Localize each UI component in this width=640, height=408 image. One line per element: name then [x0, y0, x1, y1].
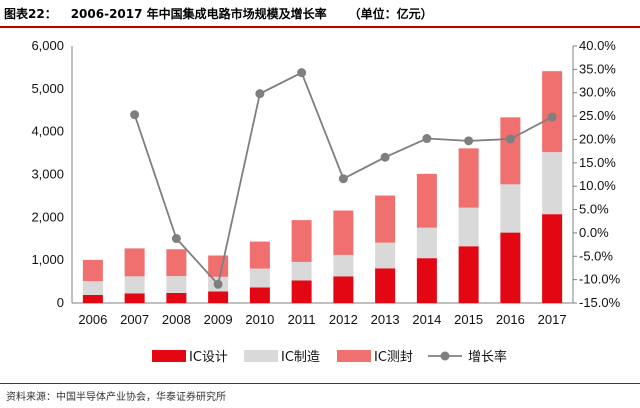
- y-right-tick-label: -10.0%: [579, 272, 621, 287]
- bar-ic-design: [458, 246, 479, 303]
- x-tick-label: 2011: [288, 312, 316, 327]
- bar-ic-manufacturing: [500, 184, 521, 233]
- growth-rate-point: [464, 136, 474, 146]
- legend-ic-design-swatch: [152, 350, 186, 362]
- bar-ic-design: [416, 258, 437, 303]
- x-tick-label: 2013: [371, 312, 400, 327]
- bar-ic-manufacturing: [416, 227, 437, 259]
- bar-ic-design: [291, 280, 312, 303]
- y-left-tick-label: 0: [57, 295, 64, 310]
- bar-ic-design: [208, 291, 229, 303]
- y-right-tick-label: 30.0%: [579, 85, 616, 100]
- bar-ic-design: [166, 292, 187, 303]
- bar-ic-manufacturing: [542, 152, 563, 215]
- bar-ic-manufacturing: [375, 242, 396, 269]
- y-right-tick-label: 10.0%: [579, 178, 616, 193]
- growth-rate-point: [505, 134, 515, 144]
- bar-ic-packaging: [458, 148, 479, 208]
- bar-ic-manufacturing: [249, 268, 270, 288]
- bar-ic-packaging: [124, 248, 145, 277]
- bar-ic-packaging: [82, 259, 103, 282]
- bar-ic-packaging: [291, 220, 312, 262]
- bar-ic-packaging: [249, 241, 270, 269]
- x-tick-label: 2017: [538, 312, 567, 327]
- x-tick-label: 2010: [245, 312, 274, 327]
- footer-rule: [0, 383, 640, 384]
- growth-rate-point: [255, 89, 265, 99]
- figure-label: 图表22：: [4, 6, 57, 21]
- legend-ic-design-label: IC设计: [189, 350, 228, 365]
- y-right-tick-label: 0.0%: [579, 225, 609, 240]
- growth-rate-point: [297, 68, 307, 78]
- growth-rate-point: [171, 234, 181, 244]
- title-rule: [0, 26, 640, 28]
- bar-ic-packaging: [166, 249, 187, 277]
- y-right-tick-label: 15.0%: [579, 155, 616, 170]
- bar-ic-design: [124, 293, 145, 303]
- bar-ic-packaging: [416, 173, 437, 228]
- x-tick-label: 2007: [120, 312, 149, 327]
- y-right-tick-label: 35.0%: [579, 61, 616, 76]
- legend-growth-rate-label: 增长率: [468, 349, 507, 365]
- y-left-tick-label: 5,000: [31, 81, 64, 96]
- bar-ic-design: [542, 214, 563, 303]
- bar-ic-design: [82, 294, 103, 303]
- bar-ic-packaging: [208, 255, 229, 277]
- x-tick-label: 2006: [78, 312, 107, 327]
- x-tick-label: 2014: [412, 312, 441, 327]
- y-left-tick-label: 4,000: [31, 124, 64, 139]
- bar-ic-manufacturing: [166, 276, 187, 293]
- legend-ic-packaging-swatch: [337, 350, 371, 362]
- legend-growth-rate-marker: [440, 351, 450, 361]
- growth-rate-point: [380, 152, 390, 162]
- y-left-tick-label: 6,000: [31, 38, 64, 53]
- y-left-tick-label: 3,000: [31, 167, 64, 182]
- x-tick-label: 2015: [454, 312, 483, 327]
- bar-ic-packaging: [542, 71, 563, 153]
- growth-rate-point: [422, 134, 432, 144]
- growth-rate-point: [547, 112, 557, 122]
- bar-ic-design: [249, 287, 270, 303]
- bar-ic-manufacturing: [291, 261, 312, 281]
- bar-ic-packaging: [375, 195, 396, 243]
- chart-unit: （单位：亿元）: [348, 6, 433, 21]
- bar-ic-design: [375, 268, 396, 303]
- growth-rate-point: [213, 279, 223, 289]
- bar-ic-design: [500, 232, 521, 303]
- x-tick-label: 2012: [329, 312, 358, 327]
- bar-ic-packaging: [500, 117, 521, 185]
- bar-ic-packaging: [333, 210, 354, 255]
- y-right-tick-label: -5.0%: [579, 248, 613, 263]
- legend-ic-manufacturing-label: IC制造: [281, 350, 320, 365]
- y-left-tick-label: 1,000: [31, 252, 64, 267]
- y-right-tick-label: 5.0%: [579, 202, 609, 217]
- y-right-tick-label: 20.0%: [579, 131, 616, 146]
- bar-ic-manufacturing: [82, 281, 103, 295]
- bar-ic-manufacturing: [333, 254, 354, 277]
- chart-header: 图表22： 2006-2017 年中国集成电路市场规模及增长率 （单位：亿元）: [0, 0, 640, 26]
- y-right-tick-label: 25.0%: [579, 108, 616, 123]
- x-tick-label: 2016: [496, 312, 525, 327]
- legend-ic-manufacturing-swatch: [244, 350, 278, 362]
- source-note: 资料来源：中国半导体产业协会，华泰证券研究所: [6, 392, 226, 403]
- bar-ic-manufacturing: [124, 276, 145, 294]
- market-size-chart: 0 1,000 2,000 3,000 4,000 5,000 6,000 -15.0% -10…: [31, 38, 621, 365]
- x-tick-label: 2009: [204, 312, 233, 327]
- legend-ic-packaging-label: IC测封: [374, 350, 413, 365]
- growth-rate-point: [130, 110, 140, 120]
- chart-title: 2006-2017 年中国集成电路市场规模及增长率: [70, 6, 327, 21]
- y-right-tick-label: 40.0%: [579, 38, 616, 53]
- bar-ic-manufacturing: [458, 207, 479, 247]
- growth-rate-point: [338, 174, 348, 184]
- bar-ic-design: [333, 276, 354, 303]
- x-tick-label: 2008: [162, 312, 191, 327]
- y-left-tick-label: 2,000: [31, 209, 64, 224]
- y-right-tick-label: -15.0%: [579, 295, 621, 310]
